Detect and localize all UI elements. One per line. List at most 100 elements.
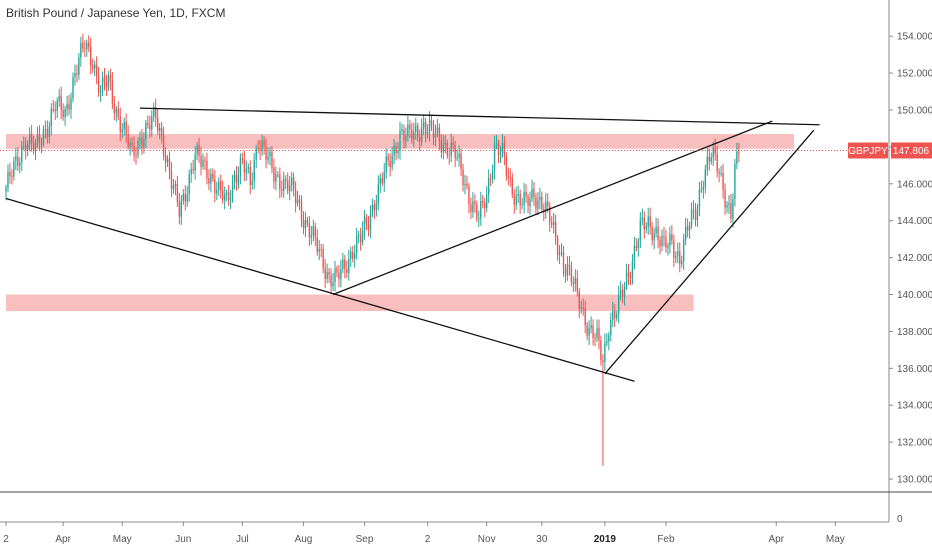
candle-body: [434, 133, 437, 138]
candle-body: [592, 325, 594, 338]
candle-body: [645, 226, 647, 230]
y-tick-label: 138.000: [897, 327, 932, 338]
candle-body: [513, 194, 515, 205]
candle-body: [608, 335, 610, 342]
candle-body: [639, 219, 642, 241]
candle-body: [472, 201, 474, 212]
candle-body: [698, 189, 701, 208]
candle-body: [314, 226, 316, 238]
candle-body: [48, 126, 51, 138]
candle-body: [552, 221, 555, 225]
candle-body: [616, 314, 618, 319]
candle-body: [137, 140, 139, 156]
candle-body: [294, 189, 297, 204]
candle-body: [509, 177, 512, 179]
candle-body: [359, 234, 362, 243]
candle-body: [623, 287, 626, 297]
candle-body: [174, 183, 177, 186]
candle-body: [570, 266, 573, 283]
candle-body: [734, 163, 736, 199]
candle-body: [30, 134, 33, 144]
x-tick-label: Apr: [55, 534, 71, 545]
candle-body: [527, 196, 529, 207]
candle-body: [468, 186, 470, 205]
candle-body: [129, 142, 131, 147]
candle-body: [353, 253, 356, 259]
candle-body: [560, 252, 563, 254]
x-tick-label: 30: [536, 534, 548, 545]
candle-body: [304, 219, 307, 229]
candle-body: [493, 144, 496, 171]
candle-body: [474, 201, 476, 204]
candle-body: [649, 216, 651, 228]
candle-body: [131, 142, 133, 146]
x-tick-label: May: [826, 534, 845, 545]
candle-body: [633, 245, 636, 261]
candle-body: [25, 145, 27, 151]
candle-body: [554, 221, 557, 238]
candle-body: [218, 181, 220, 191]
candle-body: [517, 194, 519, 196]
candle-body: [7, 172, 9, 188]
candle-body: [135, 155, 137, 157]
candle-body: [328, 272, 330, 275]
candle-body: [535, 197, 537, 209]
candle-body: [243, 159, 246, 173]
candle-body: [277, 174, 279, 176]
candle-body: [617, 293, 620, 315]
candle-body: [706, 156, 709, 170]
candle-body: [682, 239, 685, 261]
candle-body: [556, 237, 559, 255]
candle-body: [684, 226, 687, 240]
candle-body: [377, 184, 380, 204]
candle-body: [438, 127, 441, 141]
candle-body: [686, 226, 689, 231]
candle-body: [153, 107, 155, 117]
candle-body: [91, 65, 94, 69]
candle-body: [545, 201, 547, 213]
zone-band-1: [6, 294, 694, 312]
candle-body: [320, 249, 322, 251]
candle-body: [249, 167, 251, 185]
candle-body: [600, 340, 602, 361]
candle-body: [389, 160, 391, 168]
candle-body: [594, 337, 596, 339]
candle-body: [521, 204, 523, 206]
y-tick-label: 154.000: [897, 32, 932, 43]
candle-body: [34, 142, 37, 152]
candle-body: [485, 194, 488, 209]
candle-body: [21, 146, 23, 163]
candle-body: [489, 178, 492, 180]
candle-body: [78, 57, 80, 75]
candle-body: [466, 183, 468, 187]
candle-body: [505, 155, 508, 176]
candle-body: [580, 307, 582, 309]
candle-body: [659, 240, 661, 247]
candle-body: [296, 199, 299, 204]
candle-body: [160, 127, 163, 136]
candle-body: [667, 245, 669, 248]
candle-body: [637, 240, 640, 249]
candle-body: [355, 236, 358, 254]
chart-title: British Pound / Japanese Yen, 1D, FXCM: [6, 6, 226, 20]
candle-body: [155, 107, 157, 118]
candle-body: [499, 153, 502, 156]
candle-body: [572, 282, 575, 284]
trendline-0: [5, 197, 635, 382]
candle-body: [635, 245, 638, 249]
candle-body: [9, 172, 11, 176]
candle-body: [464, 183, 466, 186]
candle-body: [298, 199, 301, 202]
candle-body: [688, 225, 691, 231]
candle-body: [401, 129, 403, 131]
candle-body: [450, 142, 452, 156]
candle-body: [99, 90, 102, 93]
candle-body: [229, 198, 232, 201]
candle-body: [397, 150, 399, 154]
x-tick-label: Jun: [175, 534, 191, 545]
candle-body: [525, 192, 527, 197]
candle-body: [113, 103, 116, 113]
candle-body: [612, 311, 614, 321]
candle-body: [722, 173, 724, 191]
